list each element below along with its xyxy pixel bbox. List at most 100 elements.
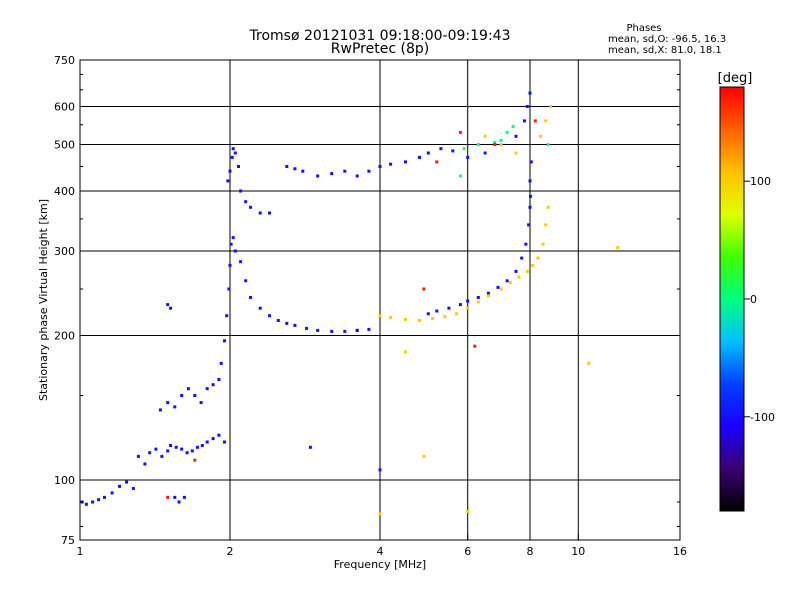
data-point [166, 449, 170, 453]
data-point [160, 454, 164, 458]
data-point [418, 319, 421, 322]
y-ticks: 75 100 200 300 400 500 600 750 [54, 54, 680, 547]
data-point [226, 179, 230, 183]
data-point [211, 383, 215, 387]
data-point [523, 119, 526, 123]
data-point [249, 205, 253, 209]
data-point [483, 151, 487, 155]
chart-subtitle: RwPretec (8p) [331, 41, 429, 57]
data-point [110, 491, 114, 495]
y-tick-label: 500 [54, 139, 75, 152]
data-point [239, 260, 243, 264]
data-point [616, 246, 620, 250]
x-tick-label: 6 [464, 545, 471, 558]
data-point [435, 309, 439, 313]
data-points [80, 91, 620, 516]
data-point [499, 138, 503, 142]
data-point [529, 194, 532, 198]
y-tick-label: 600 [54, 101, 75, 114]
data-point [166, 303, 170, 307]
data-point [233, 249, 237, 253]
data-point [228, 169, 232, 173]
data-point [285, 165, 289, 168]
data-point [205, 387, 209, 391]
data-point [276, 319, 280, 322]
data-point [91, 500, 95, 504]
data-point [268, 314, 271, 318]
data-point [118, 484, 121, 488]
y-tick-label: 750 [54, 54, 75, 67]
data-point [136, 454, 140, 458]
data-point [177, 500, 181, 504]
data-point [544, 223, 548, 227]
y-tick-label: 200 [54, 330, 75, 343]
data-point [528, 91, 532, 95]
data-point [514, 151, 518, 155]
data-point [528, 205, 532, 209]
data-point [544, 119, 548, 123]
data-point [186, 387, 190, 391]
data-point [308, 445, 312, 449]
data-point [293, 167, 297, 171]
data-point [466, 306, 470, 310]
data-point [378, 165, 382, 168]
data-point [244, 279, 248, 283]
data-point [169, 306, 173, 310]
data-point [97, 498, 101, 502]
data-point [422, 287, 426, 291]
data-point [131, 487, 135, 490]
data-point [343, 329, 347, 333]
data-point [404, 160, 407, 164]
data-point [231, 147, 235, 151]
data-point [258, 211, 262, 215]
data-point [166, 401, 170, 405]
data-point [217, 433, 221, 437]
data-point [367, 169, 371, 173]
data-point [219, 361, 223, 365]
data-point [462, 147, 466, 151]
stats-line-o: mean, sd,O: -96.5, 16.3 [608, 34, 726, 45]
colorbar-tick-label: -100 [750, 411, 775, 424]
data-point [527, 223, 531, 227]
data-point [355, 328, 359, 332]
data-point [217, 378, 221, 381]
data-point [496, 285, 500, 289]
data-point [499, 287, 503, 291]
data-point [458, 174, 462, 178]
data-point [546, 205, 550, 209]
data-point [536, 256, 540, 260]
data-point [439, 147, 443, 151]
data-point [404, 350, 407, 354]
data-point [473, 344, 477, 348]
x-tick-label: 2 [227, 545, 234, 558]
data-point [229, 242, 233, 246]
data-point [180, 447, 184, 451]
data-point [389, 162, 393, 166]
data-point [378, 512, 382, 516]
data-point [493, 140, 497, 144]
data-point [499, 143, 503, 146]
x-tick-label: 8 [527, 545, 534, 558]
data-point [525, 105, 529, 108]
colorbar [719, 86, 745, 512]
data-point [524, 242, 528, 246]
data-point [466, 510, 470, 513]
data-point [223, 440, 226, 444]
data-point [316, 174, 320, 178]
data-point [476, 300, 480, 304]
data-point [486, 294, 490, 298]
data-point [154, 447, 158, 451]
data-point [422, 454, 426, 458]
data-point [378, 314, 382, 318]
data-point [458, 303, 462, 307]
data-point [426, 312, 430, 316]
colorbar-ticks: 100 0 -100 [744, 175, 775, 424]
data-point [546, 143, 550, 146]
data-point [143, 462, 147, 466]
data-point [103, 495, 106, 499]
data-point [195, 445, 199, 449]
data-point [531, 263, 535, 267]
data-point [476, 296, 480, 299]
data-point [231, 236, 235, 240]
